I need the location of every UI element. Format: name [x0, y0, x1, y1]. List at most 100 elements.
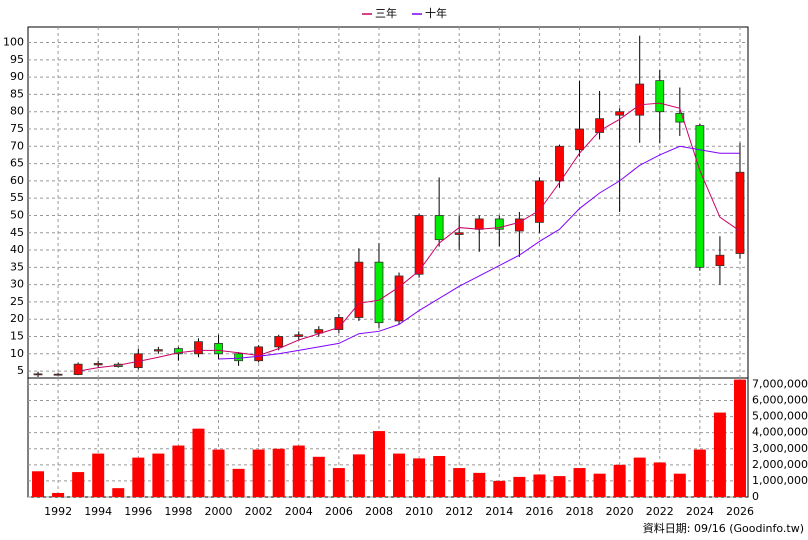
candle-body: [334, 317, 344, 330]
volume-bar: [372, 431, 385, 497]
x-tick-label: 2000: [205, 505, 233, 518]
candle-body: [33, 373, 43, 376]
volume-bar: [473, 472, 486, 497]
volume-bar: [52, 492, 65, 497]
y-tick-label: 70: [10, 139, 24, 152]
y-tick-label: 55: [10, 191, 24, 204]
candle-body: [615, 111, 625, 116]
candle-body: [214, 343, 223, 355]
candle-body: [274, 336, 284, 348]
legend-label: 三年: [375, 6, 397, 20]
plot-frame: [27, 26, 749, 498]
volume-bar: [673, 473, 686, 497]
candle-body: [254, 346, 264, 362]
volume-bar: [593, 473, 606, 497]
volume-bar: [192, 428, 205, 497]
x-tick-label: 2006: [325, 505, 353, 518]
volume-bar: [493, 480, 506, 497]
candle-body: [675, 113, 685, 123]
x-tick-label: 1998: [164, 505, 192, 518]
y2-tick-label: 0: [752, 490, 759, 503]
volume-bar: [292, 445, 305, 497]
volume-bar: [433, 455, 446, 497]
y2-tick-label: 3,000,000: [752, 442, 808, 455]
candle-body: [93, 363, 103, 366]
volume-bar: [232, 468, 245, 497]
x-tick-label: 1996: [124, 505, 152, 518]
x-tick-label: 2026: [726, 505, 754, 518]
x-tick-label: 2018: [566, 505, 594, 518]
candle-body: [354, 261, 364, 318]
y-tick-label: 30: [10, 278, 24, 291]
y-tick-label: 100: [3, 36, 24, 49]
candle-body: [53, 373, 63, 376]
volume-bar: [513, 476, 526, 497]
candle-body: [555, 145, 564, 182]
candle-body: [454, 232, 464, 235]
y-tick-label: 35: [10, 260, 24, 273]
y-tick-label: 50: [10, 208, 24, 221]
y-tick-label: 60: [10, 174, 24, 187]
candle-body: [294, 334, 304, 337]
volume-bar: [633, 457, 646, 497]
x-tick-label: 2004: [285, 505, 313, 518]
candle-body: [374, 261, 384, 324]
candle-body: [535, 180, 544, 223]
y-tick-label: 85: [10, 87, 24, 100]
y2-tick-label: 1,000,000: [752, 474, 808, 487]
candle-body: [314, 329, 324, 334]
candle-body: [514, 218, 524, 232]
y-tick-label: 5: [17, 364, 24, 377]
volume-bar: [252, 449, 265, 497]
y-tick-label: 40: [10, 243, 24, 256]
volume-bar: [132, 457, 145, 497]
y2-tick-label: 6,000,000: [752, 394, 808, 407]
x-tick-label: 1994: [84, 505, 112, 518]
candle-body: [394, 275, 404, 322]
x-tick-label: 2024: [686, 505, 714, 518]
y2-tick-label: 5,000,000: [752, 410, 808, 423]
x-tick-label: 2022: [646, 505, 674, 518]
candle-body: [73, 363, 83, 375]
candle-body: [635, 83, 645, 116]
candle-body: [234, 353, 243, 362]
x-tick-label: 2002: [245, 505, 273, 518]
line-series: [218, 145, 740, 360]
volume-bar: [112, 488, 125, 497]
candle-body: [414, 215, 424, 275]
x-tick-label: 2020: [606, 505, 634, 518]
volume-bar: [152, 453, 165, 497]
candle-body: [715, 254, 725, 267]
volume-bar: [32, 471, 45, 497]
y-tick-label: 95: [10, 53, 24, 66]
candle-body: [595, 118, 604, 133]
volume-bar: [272, 448, 285, 497]
volume-bar: [92, 453, 105, 497]
volume-bar: [393, 453, 406, 497]
y2-tick-label: 2,000,000: [752, 458, 808, 471]
volume-bar: [653, 462, 666, 497]
y-tick-label: 20: [10, 312, 24, 325]
volume-bar: [212, 449, 225, 497]
volume-bar: [713, 412, 726, 497]
y2-tick-label: 7,000,000: [752, 377, 808, 390]
x-tick-label: 2016: [525, 505, 553, 518]
candle-body: [174, 348, 183, 355]
line-series: [78, 102, 741, 372]
y-tick-label: 25: [10, 295, 24, 308]
x-tick-label: 2008: [365, 505, 393, 518]
volume-bar: [312, 456, 325, 497]
volume-bar: [733, 379, 746, 497]
volume-bar: [573, 468, 586, 497]
candle-body: [655, 80, 665, 113]
volume-bar: [533, 474, 546, 497]
x-tick-label: 2010: [405, 505, 433, 518]
candle-body: [474, 218, 484, 230]
y-tick-label: 75: [10, 122, 24, 135]
y-tick-label: 45: [10, 226, 24, 239]
volume-bar: [553, 476, 566, 497]
volume-bar: [352, 454, 365, 497]
volume-bar: [72, 472, 85, 497]
y2-tick-label: 4,000,000: [752, 426, 808, 439]
